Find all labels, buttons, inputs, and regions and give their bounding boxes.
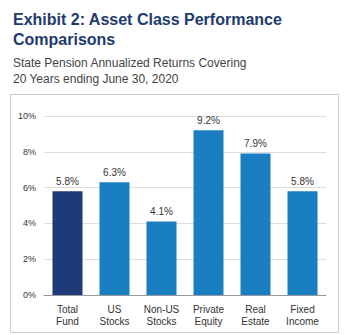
svg-text:10%: 10%: [18, 111, 36, 121]
svg-text:9.2%: 9.2%: [197, 115, 220, 126]
svg-text:Total: Total: [57, 304, 78, 315]
svg-text:Non-US: Non-US: [144, 304, 180, 315]
svg-text:State Pension Annualized Retur: State Pension Annualized Returns Coverin…: [13, 56, 250, 70]
svg-text:0%: 0%: [23, 290, 36, 300]
svg-text:Fund: Fund: [56, 316, 79, 327]
svg-text:Real: Real: [245, 304, 266, 315]
svg-text:Equity: Equity: [195, 316, 223, 327]
svg-text:20 Years ending June 30, 2020: 20 Years ending June 30, 2020: [13, 72, 179, 86]
svg-text:5.8%: 5.8%: [56, 176, 79, 187]
svg-text:Estate: Estate: [241, 316, 270, 327]
svg-text:2%: 2%: [23, 254, 36, 264]
svg-text:Private: Private: [193, 304, 225, 315]
svg-text:8%: 8%: [23, 147, 36, 157]
svg-text:5.8%: 5.8%: [291, 176, 314, 187]
svg-text:US: US: [108, 304, 122, 315]
svg-text:Stocks: Stocks: [146, 316, 176, 327]
svg-text:Exhibit 2: Asset Class Perform: Exhibit 2: Asset Class Performance: [13, 11, 286, 28]
svg-text:Income: Income: [286, 316, 319, 327]
svg-text:4.1%: 4.1%: [150, 206, 173, 217]
svg-text:4%: 4%: [23, 218, 36, 228]
svg-text:Fixed: Fixed: [290, 304, 314, 315]
svg-text:7.9%: 7.9%: [244, 138, 267, 149]
svg-text:Comparisons: Comparisons: [13, 31, 115, 48]
svg-text:Stocks: Stocks: [99, 316, 129, 327]
svg-text:6%: 6%: [23, 183, 36, 193]
svg-text:6.3%: 6.3%: [103, 167, 126, 178]
